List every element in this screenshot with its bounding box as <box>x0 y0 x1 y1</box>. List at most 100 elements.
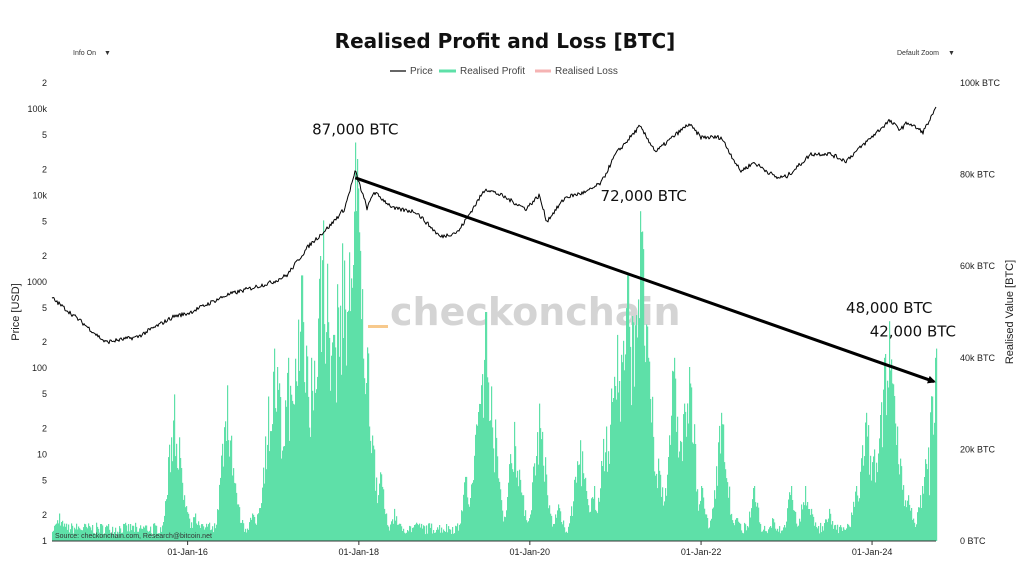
profit-bar <box>421 523 423 541</box>
profit-bar <box>251 519 253 541</box>
y-left-tick-label: 2 <box>42 424 47 434</box>
profit-bar <box>757 502 759 541</box>
profit-bar <box>883 389 885 541</box>
profit-bar <box>186 506 188 541</box>
profit-bar <box>831 524 833 541</box>
profit-bar <box>930 412 932 541</box>
y-right-tick-label: 20k BTC <box>960 444 996 454</box>
profit-bar <box>235 483 237 541</box>
profit-bar <box>181 468 183 541</box>
profit-bar <box>521 492 523 541</box>
profit-bar <box>783 527 785 541</box>
profit-bar <box>65 526 67 541</box>
profit-bar <box>188 513 190 541</box>
info-toggle[interactable]: Info On ▼ <box>73 50 111 57</box>
profit-bar <box>768 529 770 541</box>
profit-bar <box>471 484 473 541</box>
profit-bar <box>247 528 249 541</box>
profit-bar <box>336 402 338 541</box>
profit-bar <box>885 354 887 541</box>
legend: Price Realised Profit Realised Loss <box>390 66 618 77</box>
profit-bar <box>450 529 452 541</box>
profit-bar <box>376 477 378 541</box>
profit-bar <box>580 440 582 541</box>
profit-bar <box>655 475 657 541</box>
profit-bar <box>75 529 77 541</box>
profit-bar <box>72 525 74 541</box>
profit-bar <box>927 469 929 541</box>
profit-bar <box>837 524 839 541</box>
profit-bar <box>858 501 860 541</box>
profit-bar <box>328 322 330 541</box>
legend-item-realised-profit[interactable]: Realised Profit <box>439 66 525 77</box>
profit-bar <box>809 509 811 541</box>
profit-bar <box>653 436 655 541</box>
profit-bar <box>496 437 498 541</box>
profit-bar <box>739 522 741 541</box>
profit-bar <box>90 527 92 541</box>
profit-bar <box>889 321 891 541</box>
profit-bar <box>571 506 573 541</box>
profit-bar <box>738 521 740 541</box>
profit-bar <box>138 531 140 541</box>
profit-bar <box>534 463 536 541</box>
profit-bar <box>767 533 769 541</box>
profit-bar <box>260 508 262 541</box>
profit-bar <box>226 441 228 541</box>
profit-bar <box>799 518 801 541</box>
profit-bar <box>620 421 622 541</box>
profit-bar <box>529 518 531 541</box>
profit-bar <box>63 526 65 541</box>
profit-bar <box>190 528 192 541</box>
profit-bar <box>479 403 481 541</box>
profit-bar <box>318 318 320 541</box>
profit-bar <box>719 425 721 541</box>
profit-bar <box>519 469 521 541</box>
profit-bar <box>304 382 306 541</box>
zoom-select[interactable]: Default Zoom ▼ <box>897 50 955 57</box>
profit-bar <box>756 506 758 541</box>
peak-annotation: 42,000 BTC <box>870 323 956 341</box>
profit-bar <box>151 533 153 541</box>
profit-bar <box>94 533 96 541</box>
profit-bar <box>212 526 214 541</box>
profit-bar <box>665 488 667 541</box>
profit-bar <box>358 188 360 541</box>
y-right-tick-label: 40k BTC <box>960 353 996 363</box>
profit-bar <box>316 389 318 541</box>
profit-bar <box>720 453 722 541</box>
profit-bar <box>678 457 680 541</box>
profit-bar <box>576 482 578 541</box>
profit-bar <box>84 523 86 541</box>
profit-bar <box>377 503 379 541</box>
profit-bar <box>658 458 660 541</box>
profit-bar <box>821 532 823 541</box>
profit-bar <box>561 522 563 541</box>
legend-item-realised-loss[interactable]: Realised Loss <box>535 66 618 77</box>
profit-bar <box>697 489 699 541</box>
profit-bar <box>401 526 403 541</box>
profit-bar <box>838 533 840 541</box>
profit-bar <box>744 522 746 541</box>
profit-bar <box>523 495 525 541</box>
profit-bar <box>817 528 819 541</box>
profit-bar <box>403 528 405 541</box>
legend-item-price[interactable]: Price <box>390 66 433 77</box>
profit-bar <box>263 467 265 541</box>
profit-bar <box>915 527 917 541</box>
profit-bar <box>616 399 618 541</box>
y-left-tick-label: 2 <box>42 510 47 520</box>
profit-bar <box>380 472 382 541</box>
profit-bar <box>314 360 316 541</box>
profit-bar <box>253 514 255 541</box>
profit-bar <box>710 520 712 541</box>
profit-bar <box>73 533 75 541</box>
profit-bar <box>62 520 64 541</box>
profit-bar <box>683 414 685 541</box>
profit-bar <box>324 324 326 541</box>
chart-title: Realised Profit and Loss [BTC] <box>335 29 676 53</box>
profit-bar <box>703 497 705 541</box>
profit-bar <box>320 256 322 541</box>
profit-bar <box>564 527 566 541</box>
profit-bar <box>736 518 738 541</box>
